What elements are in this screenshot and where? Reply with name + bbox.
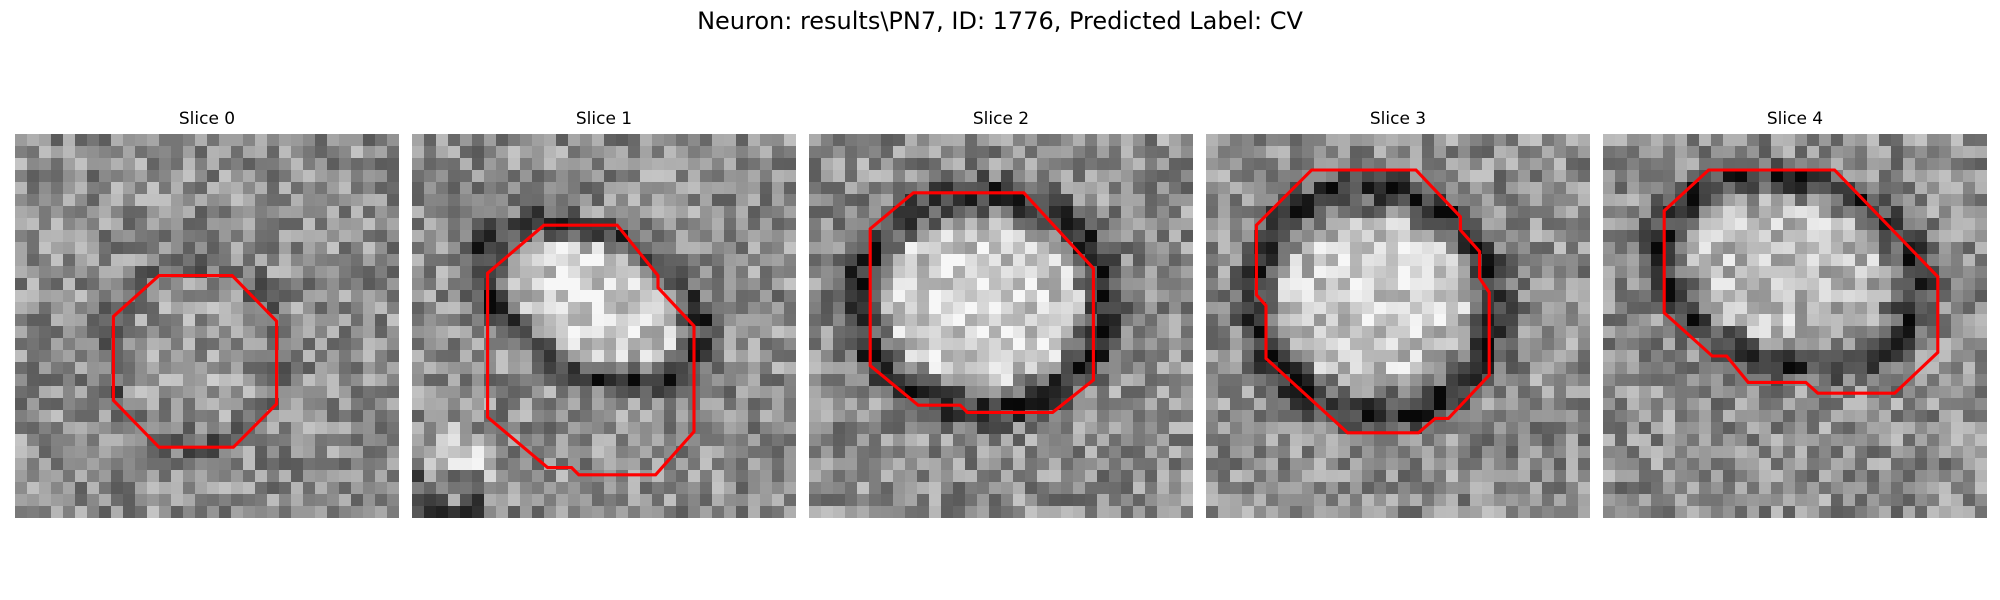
contour-outline-1 [486, 223, 696, 477]
slice-title-3: Slice 3 [1369, 109, 1427, 129]
slice-image-1 [412, 134, 796, 518]
slice-panel-3: Slice 3 [1206, 108, 1590, 518]
slice-title-2: Slice 2 [972, 109, 1030, 129]
slice-image-0 [15, 134, 399, 518]
contour-outline-3 [1254, 168, 1491, 435]
slice-title-0: Slice 0 [178, 109, 236, 129]
figure-title: Neuron: results\PN7, ID: 1776, Predicted… [697, 7, 1303, 35]
contour-outline-4 [1662, 168, 1940, 395]
slice-image-4 [1603, 134, 1987, 518]
slice-panel-1: Slice 1 [412, 108, 796, 518]
slice-panel-2: Slice 2 [809, 108, 1193, 518]
slice-title-4: Slice 4 [1766, 109, 1824, 129]
contour-outline-0 [111, 274, 279, 449]
slice-image-3 [1206, 134, 1590, 518]
slice-panel-0: Slice 0 [15, 108, 399, 518]
contour-outline-2 [868, 191, 1095, 414]
slice-title-1: Slice 1 [575, 109, 633, 129]
slice-panel-4: Slice 4 [1603, 108, 1987, 518]
slice-image-2 [809, 134, 1193, 518]
